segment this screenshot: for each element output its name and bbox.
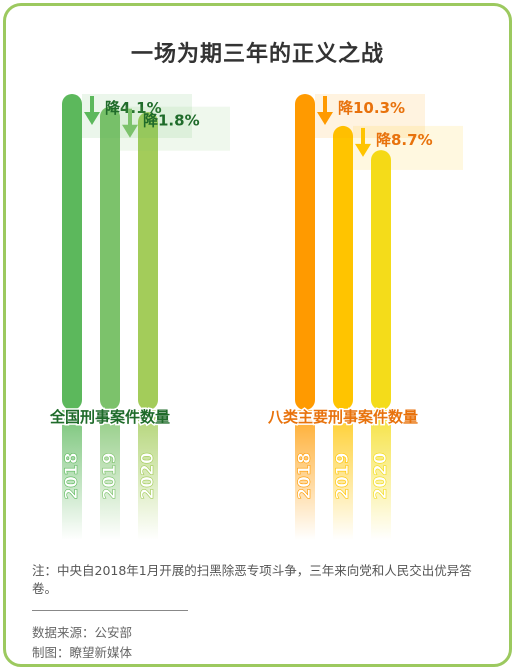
bar-chart: 2018 2019 2020 降4.1%降1.8% 全国刑事案件数量 2018 2019 20… <box>47 94 463 540</box>
change-band <box>82 94 192 138</box>
down-arrow-icon <box>317 112 333 125</box>
infographic-card: 一场为期三年的正义之战 2018 2019 2020 降4.1% 降1.8% 全国刑事案件… <box>3 3 512 667</box>
bar-reflection <box>295 410 315 540</box>
divider <box>32 610 188 611</box>
down-arrow-icon <box>84 112 100 125</box>
change-label: 降4.1% <box>105 99 162 117</box>
down-arrow-icon <box>90 96 94 114</box>
year-label: 2020 <box>371 452 391 499</box>
year-label: 2018 <box>62 452 82 499</box>
year-label: 2018 <box>295 452 315 499</box>
change-label: 降1.8% <box>143 112 200 130</box>
chart-credit: 制图：瞭望新媒体 <box>32 645 133 660</box>
down-arrow-icon <box>361 127 365 146</box>
change-label: 降8.7% <box>376 131 433 149</box>
page-title: 一场为期三年的正义之战 <box>130 42 384 67</box>
bar-reflection <box>333 410 353 540</box>
footnote: 注：中央自2018年1月开展的扫黑除恶专项斗争，三年来向党和人民交出优异答卷。 <box>32 563 472 596</box>
change-band <box>120 106 230 151</box>
bar-2020 <box>371 150 391 411</box>
change-band <box>315 94 425 138</box>
down-arrow-icon <box>128 108 132 127</box>
data-source: 数据来源：公安部 <box>32 625 133 640</box>
down-arrow-icon <box>355 143 371 157</box>
bar-2018 <box>295 94 315 410</box>
bar-reflection <box>62 410 82 540</box>
year-label: 2019 <box>100 452 120 499</box>
bar-2018 <box>62 94 82 410</box>
series-title: 八类主要刑事案件数量 <box>267 408 418 426</box>
change-band <box>353 125 463 170</box>
bar-reflection <box>100 410 120 540</box>
bar-2020 <box>138 111 158 410</box>
bar-2019 <box>333 125 353 411</box>
bar-reflection <box>371 410 391 540</box>
down-arrow-icon <box>122 124 138 138</box>
down-arrow-icon <box>323 96 327 114</box>
year-label: 2020 <box>138 452 158 499</box>
bar-reflection <box>138 410 158 540</box>
year-label: 2019 <box>333 452 353 499</box>
bar-2019 <box>100 106 120 411</box>
series-title: 全国刑事案件数量 <box>49 408 170 426</box>
change-label: 降10.3% <box>338 99 405 117</box>
